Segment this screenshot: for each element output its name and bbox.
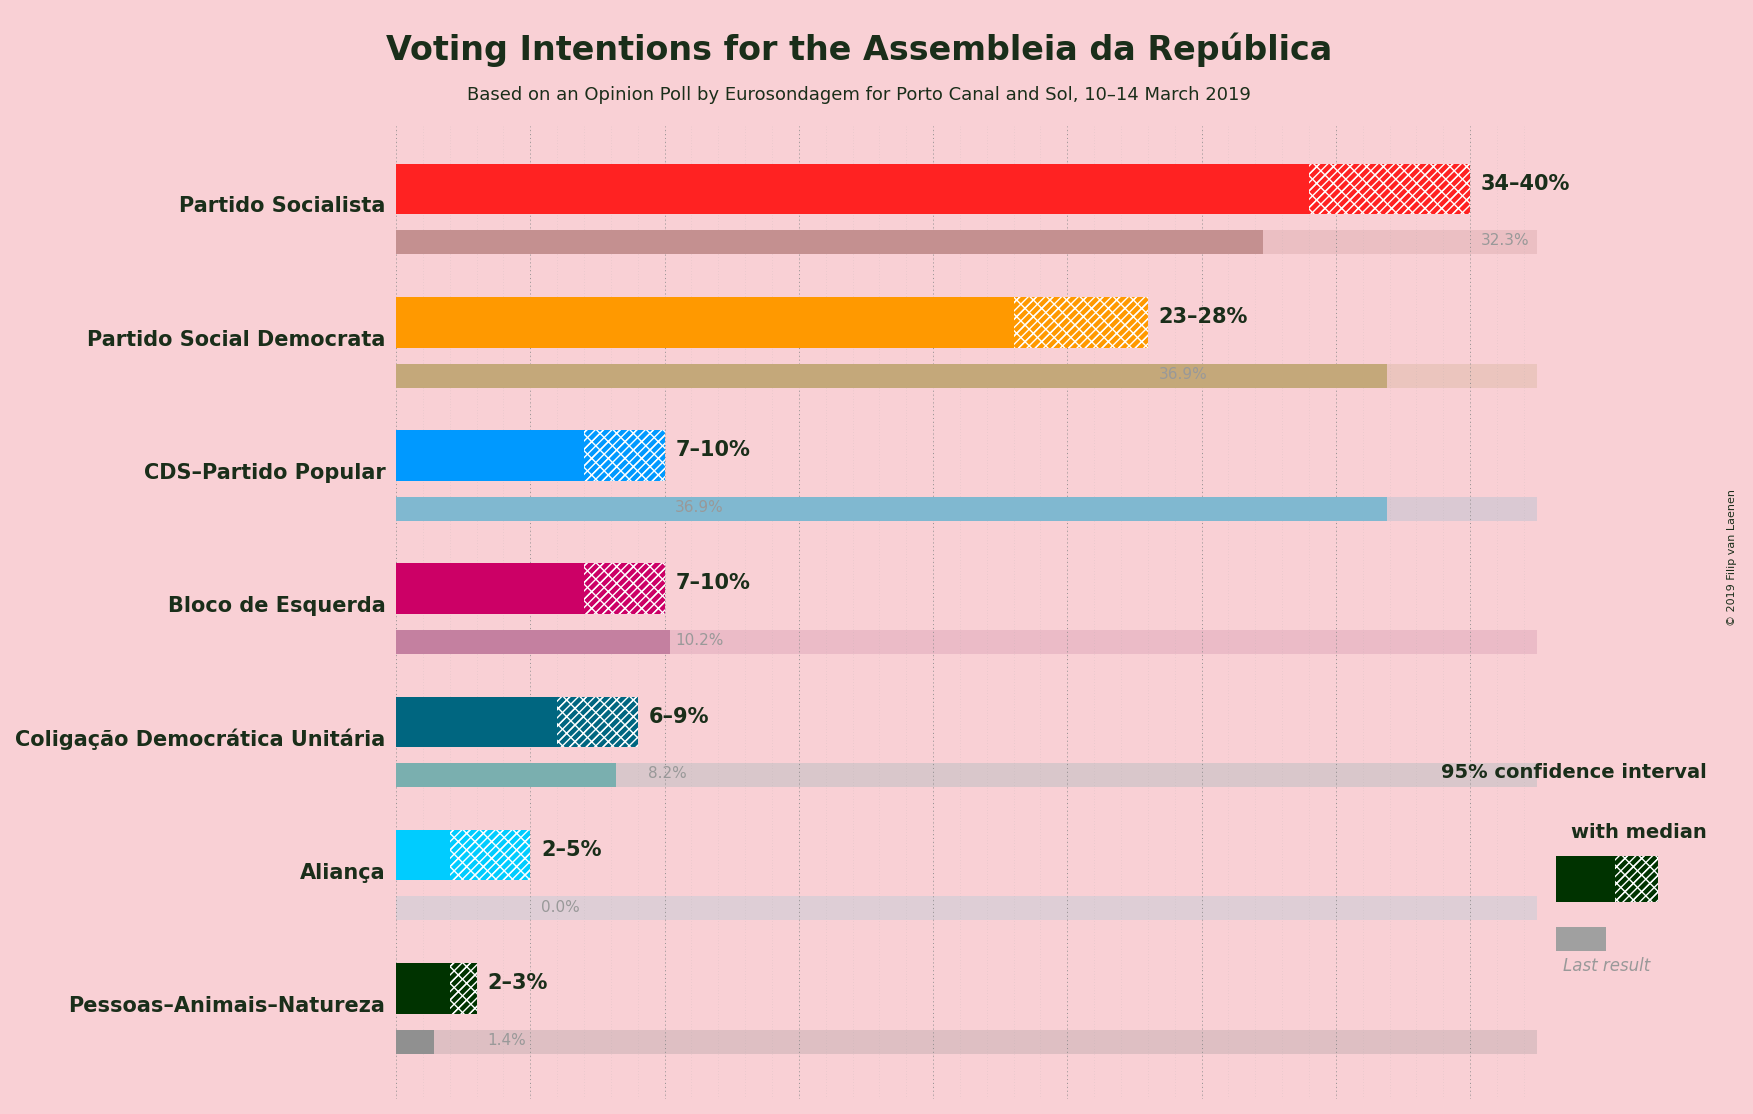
Bar: [396, 830, 451, 880]
Bar: [396, 363, 1387, 388]
Bar: [396, 231, 1537, 254]
Text: Bloco de Esquerda: Bloco de Esquerda: [168, 596, 386, 616]
Bar: [396, 497, 1387, 520]
Bar: [451, 830, 531, 880]
Text: Partido Social Democrata: Partido Social Democrata: [88, 330, 386, 350]
Bar: [1615, 856, 1658, 902]
Bar: [396, 363, 1537, 388]
Text: 34–40%: 34–40%: [1481, 174, 1571, 194]
Text: 10.2%: 10.2%: [675, 633, 724, 648]
Text: Coligação Democrática Unitária: Coligação Democrática Unitária: [16, 729, 386, 750]
Bar: [396, 696, 557, 747]
Bar: [1309, 164, 1471, 214]
Bar: [396, 763, 617, 788]
Bar: [396, 564, 584, 614]
Bar: [396, 964, 451, 1014]
Bar: [396, 164, 1309, 214]
Bar: [396, 631, 1537, 654]
Bar: [451, 964, 477, 1014]
Text: 7–10%: 7–10%: [675, 574, 750, 594]
Bar: [396, 430, 584, 481]
Text: 7–10%: 7–10%: [675, 440, 750, 460]
Bar: [396, 1029, 1537, 1054]
Text: 36.9%: 36.9%: [675, 500, 724, 515]
Text: CDS–Partido Popular: CDS–Partido Popular: [144, 462, 386, 482]
Text: Voting Intentions for the Assembleia da República: Voting Intentions for the Assembleia da …: [386, 33, 1332, 67]
Text: 1.4%: 1.4%: [487, 1033, 526, 1048]
Text: 95% confidence interval: 95% confidence interval: [1441, 763, 1706, 782]
Bar: [584, 564, 664, 614]
Text: 32.3%: 32.3%: [1481, 234, 1529, 248]
Bar: [396, 763, 1537, 788]
Bar: [1557, 856, 1615, 902]
Bar: [1615, 856, 1658, 902]
Text: Partido Socialista: Partido Socialista: [179, 196, 386, 216]
Bar: [451, 830, 531, 880]
Bar: [396, 497, 1537, 520]
Bar: [584, 564, 664, 614]
Text: 8.2%: 8.2%: [649, 766, 687, 781]
Text: with median: with median: [1571, 823, 1706, 842]
Text: Based on an Opinion Poll by Eurosondagem for Porto Canal and Sol, 10–14 March 20: Based on an Opinion Poll by Eurosondagem…: [466, 86, 1252, 104]
Text: Pessoas–Animais–Natureza: Pessoas–Animais–Natureza: [68, 996, 386, 1016]
Text: © 2019 Filip van Laenen: © 2019 Filip van Laenen: [1727, 489, 1737, 625]
Text: 2–3%: 2–3%: [487, 974, 547, 993]
Text: 0.0%: 0.0%: [542, 900, 580, 915]
Bar: [396, 231, 1264, 254]
Text: 36.9%: 36.9%: [1159, 367, 1208, 382]
Text: 6–9%: 6–9%: [649, 706, 708, 726]
Bar: [396, 297, 1013, 348]
Text: Last result: Last result: [1564, 957, 1651, 975]
Bar: [1013, 297, 1148, 348]
Bar: [557, 696, 638, 747]
Text: 2–5%: 2–5%: [542, 840, 601, 860]
Bar: [451, 964, 477, 1014]
Bar: [1557, 927, 1606, 951]
Bar: [557, 696, 638, 747]
Text: 23–28%: 23–28%: [1159, 307, 1248, 326]
Text: Aliança: Aliança: [300, 862, 386, 882]
Bar: [1013, 297, 1148, 348]
Bar: [396, 631, 670, 654]
Bar: [584, 430, 664, 481]
Bar: [396, 1029, 433, 1054]
Bar: [1309, 164, 1471, 214]
Bar: [584, 430, 664, 481]
Bar: [396, 897, 1537, 920]
